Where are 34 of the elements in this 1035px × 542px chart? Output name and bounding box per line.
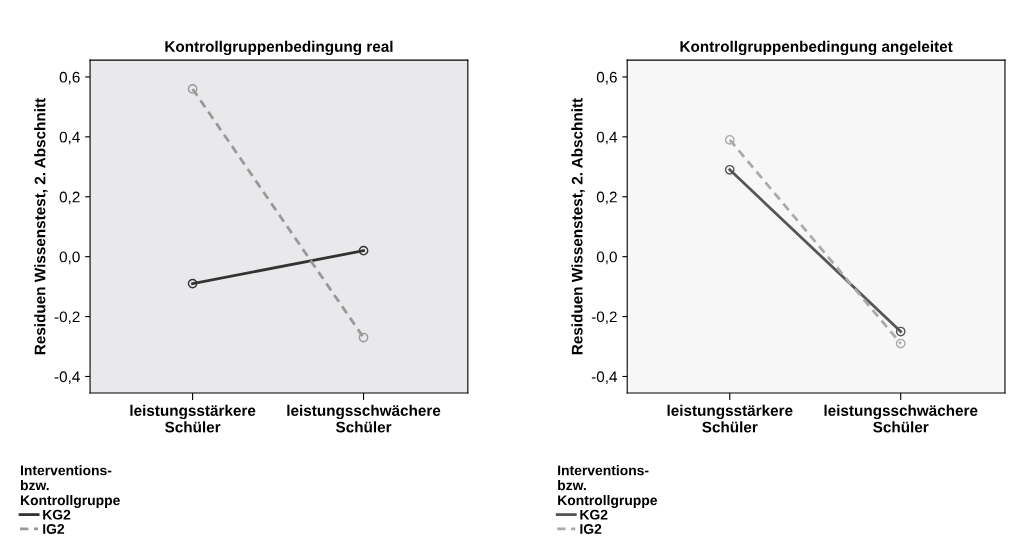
- y-tick-label: -0,2: [591, 311, 617, 325]
- point: [358, 245, 369, 256]
- point: [724, 134, 735, 145]
- y-tick-label: 0,6: [59, 71, 80, 85]
- x-tick-label: leistungsschwächere Schüler: [287, 404, 441, 433]
- y-tick-label: 0,0: [59, 251, 80, 265]
- legend-label: KG2: [43, 509, 71, 520]
- y-tick-label: 0,2: [596, 191, 617, 205]
- point: [358, 332, 369, 343]
- point: [187, 84, 198, 94]
- x-tick-label: leistungsstärkere Schüler: [667, 404, 793, 433]
- chart-title: Kontrollgruppenbedingung real: [165, 40, 393, 56]
- point: [187, 278, 198, 289]
- y-axis-title: Residuen Wissenstest, 2. Abschnitt: [571, 98, 585, 355]
- legend-title: Interventions- bzw. Kontrollgruppe: [558, 465, 658, 508]
- point: [895, 326, 906, 337]
- point: [724, 164, 735, 175]
- y-tick-label: -0,4: [54, 371, 80, 384]
- point: [895, 338, 906, 349]
- chart-title: Kontrollgruppenbedingung angeleitet: [680, 40, 953, 56]
- legend-label: IG2: [43, 524, 65, 534]
- x-tick-label: leistungsstärkere Schüler: [130, 404, 256, 433]
- x-tick-label: leistungsschwächere Schüler: [824, 404, 978, 433]
- legend-label: KG2: [580, 509, 608, 520]
- legend-label: IG2: [580, 524, 602, 534]
- y-tick-label: 0,2: [59, 191, 80, 205]
- y-tick-label: 0,4: [596, 131, 618, 145]
- y-tick-label: -0,4: [591, 371, 618, 384]
- y-tick-label: -0,2: [54, 311, 80, 325]
- y-tick-label: 0,6: [596, 71, 617, 85]
- legend-title: Interventions- bzw. Kontrollgruppe: [20, 465, 120, 508]
- y-tick-label: 0,4: [59, 131, 80, 145]
- y-axis-title: Residuen Wissenstest, 2. Abschnitt: [34, 98, 48, 355]
- y-tick-label: 0,0: [596, 251, 617, 265]
